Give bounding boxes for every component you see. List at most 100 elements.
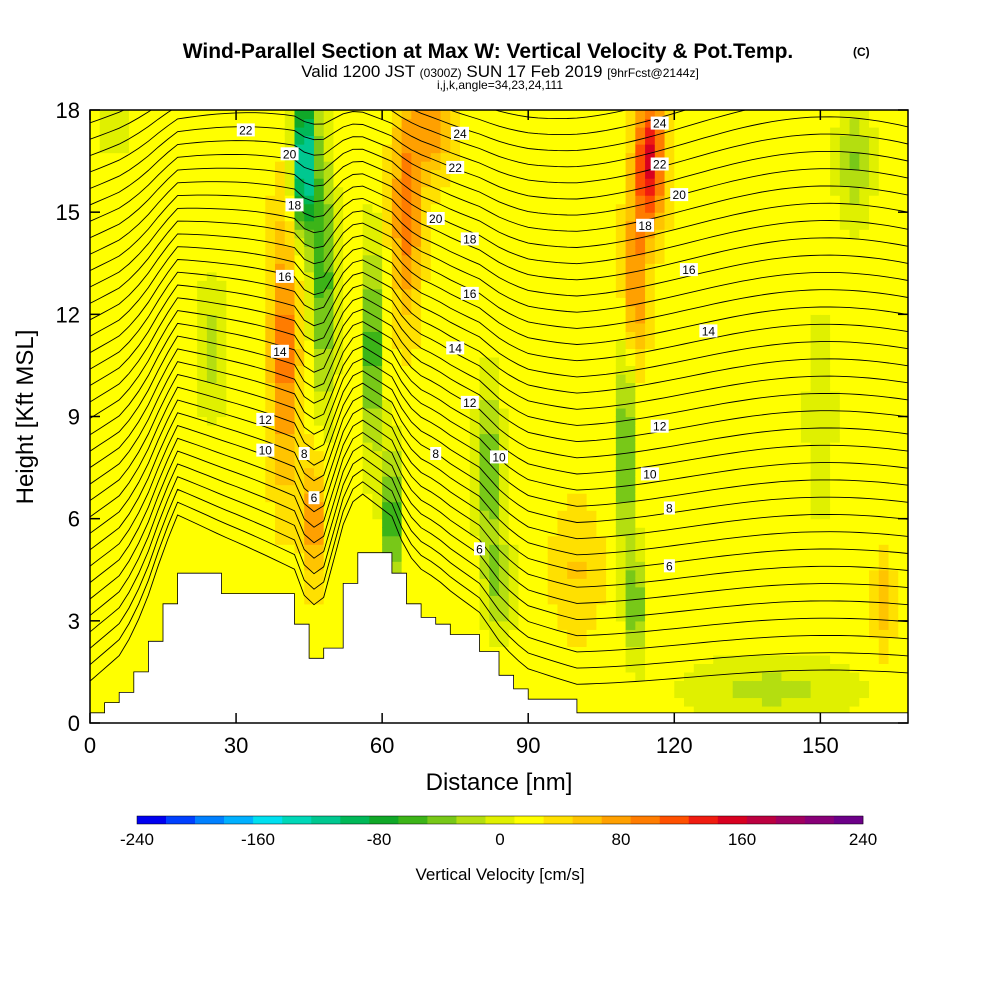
field-cell (742, 280, 753, 290)
field-cell (664, 518, 675, 528)
field-cell (382, 127, 393, 137)
field-cell (372, 178, 383, 188)
field-cell (606, 442, 617, 452)
field-cell (547, 169, 559, 179)
field-cell (469, 356, 481, 367)
field-cell (158, 527, 169, 537)
field-cell (304, 399, 315, 409)
field-cell (499, 518, 510, 528)
field-cell (119, 552, 130, 562)
field-cell (576, 314, 588, 324)
field-cell (752, 680, 763, 690)
field-cell (489, 612, 500, 622)
field-cell (119, 416, 130, 426)
field-cell (469, 467, 481, 477)
field-cell (187, 433, 198, 443)
field-cell (333, 135, 344, 145)
field-cell (674, 348, 685, 358)
field-cell (460, 612, 471, 622)
field-cell (450, 578, 461, 588)
field-cell (576, 654, 588, 664)
field-cell (567, 518, 578, 528)
field-cell (625, 518, 636, 528)
field-cell (615, 212, 627, 222)
field-cell (742, 127, 753, 137)
field-cell (255, 237, 266, 247)
field-cell (703, 663, 714, 673)
field-cell (469, 322, 481, 332)
field-cell (635, 127, 646, 137)
field-cell (567, 416, 578, 426)
field-cell (158, 144, 169, 154)
field-cell (206, 535, 218, 545)
field-cell (430, 229, 442, 239)
field-cell (664, 476, 675, 486)
field-cell (372, 195, 383, 205)
field-cell (518, 612, 529, 622)
field-cell (411, 280, 422, 290)
field-cell (323, 629, 335, 639)
field-cell (645, 339, 656, 349)
field-cell (90, 561, 101, 571)
field-cell (430, 390, 442, 401)
field-cell (90, 348, 101, 358)
field-cell (674, 399, 685, 409)
field-cell (440, 288, 451, 298)
field-cell (236, 390, 247, 401)
field-cell (722, 671, 734, 682)
field-cell (167, 535, 179, 545)
field-cell (275, 144, 286, 154)
field-cell (128, 178, 140, 188)
field-cell (323, 254, 335, 264)
field-cell (177, 220, 188, 230)
field-cell (158, 246, 169, 256)
field-cell (109, 110, 120, 120)
field-cell (586, 118, 597, 128)
field-cell (674, 271, 685, 281)
field-cell (294, 416, 305, 426)
field-cell (528, 348, 539, 358)
field-cell (236, 246, 247, 256)
field-cell (518, 110, 529, 120)
field-cell (625, 331, 636, 341)
field-cell (761, 663, 773, 673)
field-cell (265, 161, 276, 171)
field-cell (654, 688, 666, 699)
field-cell (722, 399, 734, 409)
field-cell (109, 195, 120, 205)
field-cell (128, 365, 140, 375)
field-cell (732, 152, 744, 162)
field-cell (99, 569, 111, 579)
field-cell (440, 407, 451, 418)
field-cell (352, 510, 364, 520)
field-cell (167, 118, 179, 128)
field-cell (177, 118, 188, 128)
field-cell (713, 161, 724, 171)
field-cell (576, 493, 588, 503)
field-cell (284, 280, 296, 290)
field-cell (635, 705, 646, 716)
field-cell (528, 390, 539, 401)
field-cell (635, 365, 646, 375)
field-cell (518, 297, 529, 307)
field-cell (255, 356, 266, 367)
field-cell (460, 586, 471, 596)
field-cell (732, 603, 744, 613)
field-cell (450, 612, 461, 622)
field-cell (421, 348, 432, 358)
field-cell (742, 425, 753, 435)
field-cell (537, 535, 549, 545)
field-cell (693, 297, 705, 307)
field-cell (411, 459, 422, 469)
field-cell (606, 263, 617, 273)
field-cell (99, 459, 111, 469)
field-cell (401, 501, 412, 511)
field-cell (567, 280, 578, 290)
field-cell (255, 305, 266, 315)
field-cell (489, 373, 500, 384)
field-cell (430, 501, 442, 511)
field-cell (528, 450, 539, 460)
field-cell (732, 229, 744, 239)
field-cell (323, 110, 335, 120)
field-cell (460, 212, 471, 222)
